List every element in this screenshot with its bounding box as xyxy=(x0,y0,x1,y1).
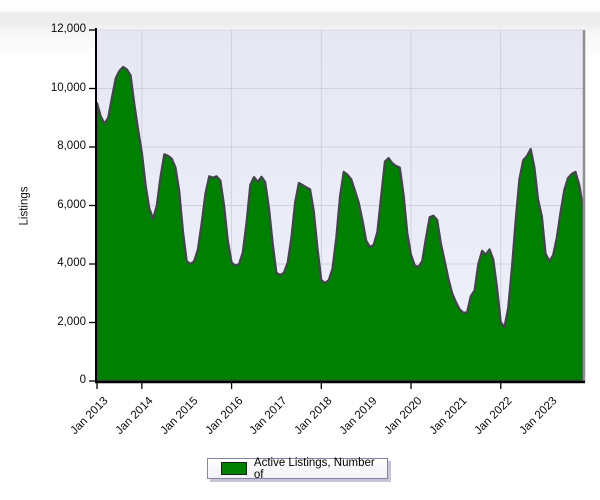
y-tick-label: 2,000 xyxy=(57,315,86,328)
legend: Active Listings, Number of xyxy=(207,456,388,481)
y-tick-label: 8,000 xyxy=(57,140,86,152)
y-tick-label: 10,000 xyxy=(50,81,86,94)
legend-label: Active Listings, Number of xyxy=(253,456,375,481)
legend-swatch xyxy=(221,462,247,475)
y-tick-label: 4,000 xyxy=(57,257,86,269)
y-tick-label: 6,000 xyxy=(57,198,86,211)
y-tick-label: 0 xyxy=(79,374,86,386)
y-tick-label: 12,000 xyxy=(50,23,86,35)
